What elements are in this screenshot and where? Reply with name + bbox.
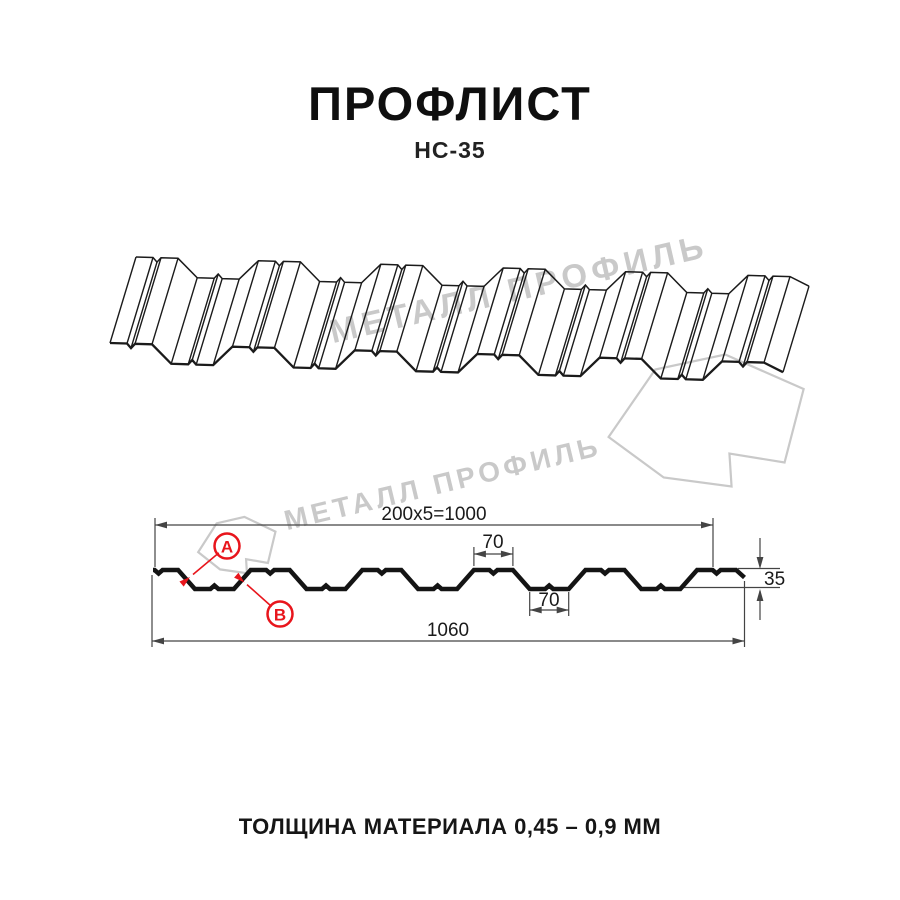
rib-extrusion-lines	[109, 256, 810, 381]
callout-markers: A B	[179, 532, 294, 628]
marker-a-arrow-line	[192, 552, 220, 576]
page-title: ПРОФЛИСТ	[308, 77, 592, 130]
cross-section-diagram: 200x5=1000 70 70 1060 35 A B	[151, 504, 785, 647]
back-edge-profile	[135, 256, 810, 295]
profile-3d-drawing	[109, 256, 810, 381]
marker-a-arrowhead	[179, 577, 190, 587]
dim-overall-label: 1060	[427, 620, 469, 641]
dim-rib-bottom-label: 70	[538, 590, 559, 611]
front-edge-profile	[109, 341, 784, 381]
dim-height-label: 35	[764, 569, 785, 590]
marker-b-arrowhead	[234, 572, 245, 583]
marker-b-label: B	[274, 606, 286, 625]
page-subtitle: НС-35	[414, 137, 486, 163]
marker-a-circle	[213, 532, 241, 560]
marker-b-arrow-line	[246, 584, 273, 608]
brand-logo-top	[598, 350, 810, 500]
dimension-arrowheads	[152, 521, 764, 645]
section-profile-outline	[153, 567, 746, 592]
brand-logo-middle	[194, 515, 278, 579]
thickness-note: ТОЛЩИНА МАТЕРИАЛА 0,45 – 0,9 ММ	[238, 814, 662, 839]
marker-a-label: A	[221, 538, 233, 557]
dim-rib-top-label: 70	[482, 532, 503, 553]
marker-b-circle	[266, 600, 294, 628]
dim-pitch-label: 200x5=1000	[381, 504, 486, 525]
